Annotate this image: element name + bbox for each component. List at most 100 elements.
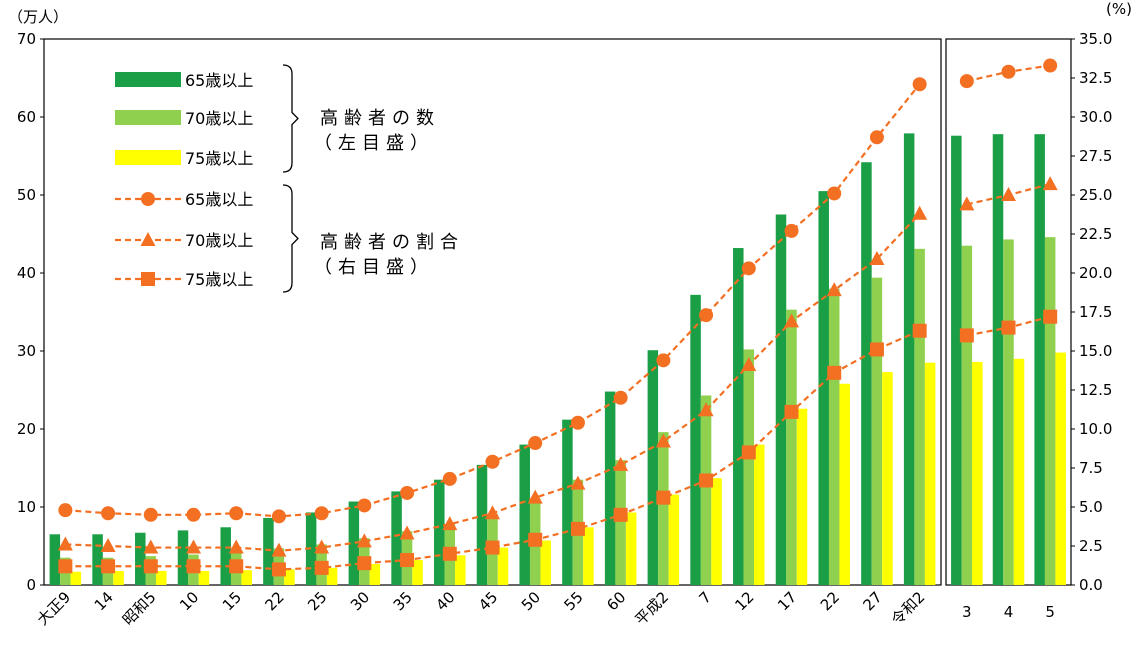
category-label-15: 7	[695, 588, 714, 607]
marker-circle-14	[656, 353, 671, 368]
legend-brace-bars	[282, 64, 299, 173]
bar-1-4	[220, 527, 231, 585]
marker-circle-5	[271, 509, 286, 524]
category-label-4: 15	[219, 588, 245, 614]
marker-triangle-22	[1001, 187, 1016, 201]
marker-square-2	[143, 559, 158, 574]
marker-circle-1	[101, 506, 116, 521]
legend-bar-swatch-1	[115, 72, 181, 87]
bar-3-10	[497, 547, 509, 585]
marker-triangle-8	[399, 525, 415, 540]
legend-bar-label-2: 70歳以上	[185, 109, 253, 128]
marker-triangle-1	[100, 538, 116, 552]
category-label-1: 14	[91, 588, 117, 614]
marker-triangle-5	[271, 542, 287, 557]
category-label-3: 10	[176, 588, 202, 614]
marker-square-3	[186, 559, 201, 574]
bar-3-4	[241, 570, 252, 585]
right-tick-label-10: 25.0	[1079, 186, 1112, 204]
bar-1-23	[1034, 134, 1045, 585]
marker-triangle-17	[784, 313, 799, 328]
bar-3-11	[540, 540, 551, 585]
bar-1-6	[305, 512, 317, 585]
legend-bar-group-sub: （左目盛）	[314, 133, 434, 154]
right-tick-label-1: 2.5	[1079, 537, 1103, 555]
marker-triangle-11	[527, 489, 543, 504]
bar-1-16	[733, 248, 744, 586]
bar-2-22	[1003, 239, 1014, 585]
marker-triangle-18	[826, 282, 842, 297]
bar-1-17	[775, 214, 787, 585]
marker-square-5	[271, 562, 286, 577]
line-series-group	[57, 58, 1058, 577]
bar-2-18	[828, 288, 840, 585]
bar-1-20	[903, 133, 915, 585]
bar-1-5	[263, 517, 274, 585]
right-tick-label-4: 10.0	[1079, 420, 1112, 438]
marker-circle-18	[827, 186, 842, 201]
bar-1-3	[177, 530, 189, 585]
category-label-19: 27	[860, 588, 886, 614]
bar-1-10	[476, 464, 488, 585]
marker-square-7	[357, 556, 372, 571]
left-tick-label-4: 40	[17, 264, 36, 282]
category-label-5: 22	[262, 588, 288, 614]
left-tick-label-3: 30	[17, 342, 36, 360]
bar-1-7	[348, 501, 360, 585]
bar-1-12	[562, 419, 573, 585]
legend-line-group-title: 高齢者の割合	[320, 232, 464, 253]
legend-bar-swatch-3	[115, 150, 181, 165]
left-tick-label-2: 20	[17, 420, 36, 438]
category-label-14: 平成2	[631, 588, 672, 629]
bar-2-21	[961, 245, 973, 585]
category-label-12: 55	[561, 588, 587, 614]
legend-line-group-sub: （右目盛）	[314, 257, 434, 278]
right-tick-label-9: 22.5	[1079, 225, 1112, 243]
marker-square-15	[699, 473, 714, 488]
marker-circle-23	[1043, 58, 1058, 73]
category-label-16: 12	[731, 588, 757, 614]
bar-3-21	[972, 361, 983, 585]
bar-1-2	[135, 532, 146, 585]
marker-square-9	[442, 546, 457, 561]
bar-3-0	[70, 571, 82, 585]
marker-triangle-14	[655, 433, 671, 448]
marker-square-18	[827, 365, 842, 380]
marker-triangle-7	[356, 533, 372, 548]
category-label-13: 60	[603, 588, 629, 614]
bar-1-18	[818, 191, 829, 585]
marker-circle-16	[741, 261, 756, 276]
category-label-9: 40	[432, 588, 458, 614]
category-label-6: 25	[304, 588, 330, 614]
category-label-11: 50	[518, 588, 544, 614]
category-label-23: 5	[1045, 603, 1055, 621]
bar-1-15	[690, 294, 701, 585]
bar-3-1	[113, 570, 124, 585]
marker-circle-17	[784, 223, 799, 238]
bar-3-12	[583, 527, 594, 585]
marker-square-4	[229, 559, 244, 574]
right-tick-label-8: 20.0	[1079, 264, 1112, 282]
left-tick-label-0: 0	[26, 576, 36, 594]
marker-circle-22	[1001, 64, 1016, 79]
marker-triangle-0	[57, 536, 73, 551]
bar-1-0	[49, 534, 61, 585]
marker-circle-9	[442, 471, 457, 486]
marker-square-13	[613, 507, 628, 522]
left-tick-label-7: 70	[17, 30, 36, 48]
marker-square-12	[570, 521, 585, 536]
bar-1-14	[647, 350, 659, 585]
category-label-7: 30	[347, 588, 373, 614]
category-label-22: 4	[1004, 603, 1014, 621]
bar-3-2	[156, 570, 167, 585]
right-tick-label-7: 17.5	[1079, 303, 1112, 321]
bar-3-14	[668, 494, 680, 585]
legend-bar-label-1: 65歳以上	[185, 71, 253, 90]
bar-3-16	[754, 444, 765, 585]
marker-circle-20	[912, 77, 927, 92]
marker-square-17	[784, 404, 799, 419]
marker-triangle-23	[1042, 176, 1058, 191]
marker-circle-19	[869, 130, 884, 145]
legend-line-label-3: 75歳以上	[185, 270, 253, 289]
bar-2-20	[914, 248, 925, 585]
